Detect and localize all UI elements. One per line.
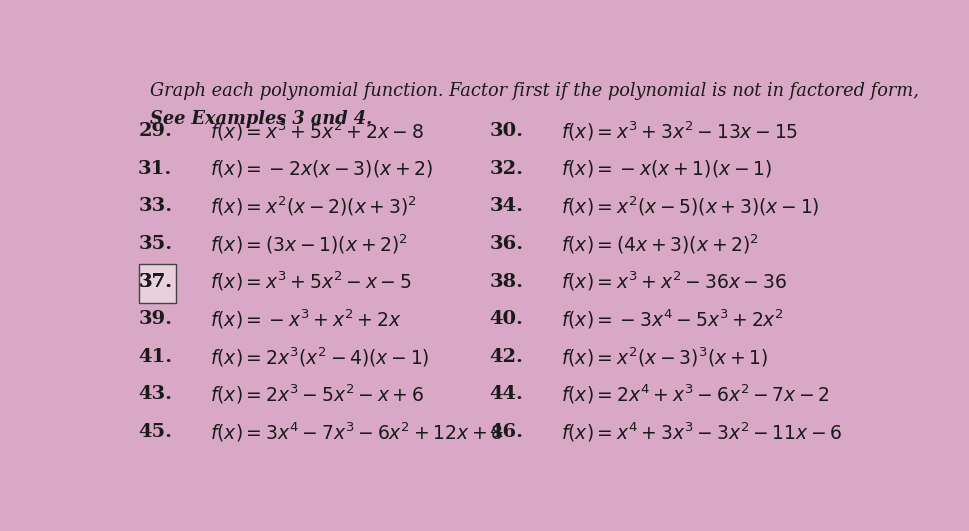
Text: 34.: 34. — [489, 198, 523, 216]
Text: $f(x) = 3x^4 - 7x^3 - 6x^2 + 12x + 8$: $f(x) = 3x^4 - 7x^3 - 6x^2 + 12x + 8$ — [209, 421, 503, 444]
Text: $f(x) = 2x^3 - 5x^2 - x + 6$: $f(x) = 2x^3 - 5x^2 - x + 6$ — [209, 383, 423, 406]
Text: Graph each polynomial function. Factor first if the polynomial is not in factore: Graph each polynomial function. Factor f… — [149, 82, 918, 100]
Text: 38.: 38. — [489, 272, 523, 290]
Text: 30.: 30. — [489, 122, 523, 140]
Text: $f(x) = (4x + 3)(x + 2)^2$: $f(x) = (4x + 3)(x + 2)^2$ — [560, 232, 758, 256]
Text: 46.: 46. — [489, 423, 523, 441]
Text: $f(x) = -x(x + 1)(x - 1)$: $f(x) = -x(x + 1)(x - 1)$ — [560, 158, 771, 179]
Text: 36.: 36. — [488, 235, 523, 253]
Text: See Examples 3 and 4.: See Examples 3 and 4. — [149, 110, 372, 128]
Text: $f(x) = x^3 + x^2 - 36x - 36$: $f(x) = x^3 + x^2 - 36x - 36$ — [560, 270, 786, 294]
Text: 37.: 37. — [139, 272, 172, 290]
Text: $f(x) = -3x^4 - 5x^3 + 2x^2$: $f(x) = -3x^4 - 5x^3 + 2x^2$ — [560, 307, 783, 331]
Text: $f(x) = x^2(x - 3)^3(x + 1)$: $f(x) = x^2(x - 3)^3(x + 1)$ — [560, 345, 767, 369]
Text: 32.: 32. — [489, 160, 523, 178]
Text: 33.: 33. — [139, 198, 172, 216]
Text: $f(x) = x^3 + 5x^2 - x - 5$: $f(x) = x^3 + 5x^2 - x - 5$ — [209, 270, 411, 294]
FancyBboxPatch shape — [139, 264, 176, 303]
Text: $f(x) = x^2(x - 5)(x + 3)(x - 1)$: $f(x) = x^2(x - 5)(x + 3)(x - 1)$ — [560, 195, 819, 218]
Text: $f(x) = -2x(x - 3)(x + 2)$: $f(x) = -2x(x - 3)(x + 2)$ — [209, 158, 432, 179]
Text: 40.: 40. — [489, 310, 523, 328]
Text: $f(x) = x^3 + 5x^2 + 2x - 8$: $f(x) = x^3 + 5x^2 + 2x - 8$ — [209, 119, 423, 143]
Text: 31.: 31. — [138, 160, 172, 178]
Text: $f(x) = 2x^3(x^2 - 4)(x - 1)$: $f(x) = 2x^3(x^2 - 4)(x - 1)$ — [209, 345, 429, 369]
Text: $f(x) = x^3 + 3x^2 - 13x - 15$: $f(x) = x^3 + 3x^2 - 13x - 15$ — [560, 119, 797, 143]
Text: $f(x) = (3x - 1)(x + 2)^2$: $f(x) = (3x - 1)(x + 2)^2$ — [209, 232, 408, 256]
Text: 45.: 45. — [139, 423, 172, 441]
Text: 43.: 43. — [139, 386, 172, 404]
Text: $f(x) = 2x^4 + x^3 - 6x^2 - 7x - 2$: $f(x) = 2x^4 + x^3 - 6x^2 - 7x - 2$ — [560, 383, 829, 406]
Text: 44.: 44. — [489, 386, 523, 404]
Text: $f(x) = x^2(x - 2)(x + 3)^2$: $f(x) = x^2(x - 2)(x + 3)^2$ — [209, 195, 417, 218]
Text: 41.: 41. — [139, 348, 172, 366]
Text: $f(x) = -x^3 + x^2 + 2x$: $f(x) = -x^3 + x^2 + 2x$ — [209, 307, 401, 331]
Text: $f(x) = x^4 + 3x^3 - 3x^2 - 11x - 6$: $f(x) = x^4 + 3x^3 - 3x^2 - 11x - 6$ — [560, 421, 842, 444]
Text: 29.: 29. — [139, 122, 172, 140]
Text: 35.: 35. — [139, 235, 172, 253]
Text: 39.: 39. — [139, 310, 172, 328]
Text: 42.: 42. — [489, 348, 523, 366]
Text: 37.: 37. — [139, 272, 172, 290]
